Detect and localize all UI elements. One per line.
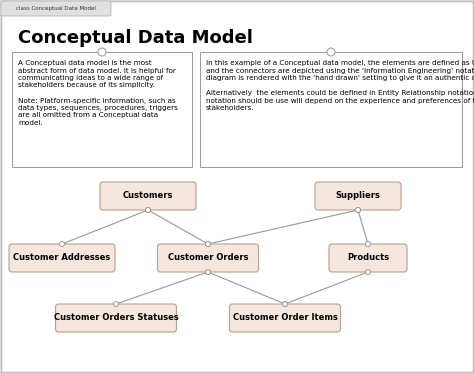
Circle shape [113,301,118,307]
Circle shape [365,270,371,275]
Text: Products: Products [347,254,389,263]
FancyBboxPatch shape [200,52,462,167]
Text: Customer Order Items: Customer Order Items [233,313,337,323]
Circle shape [206,270,210,275]
Circle shape [365,241,371,247]
Circle shape [146,207,151,213]
Text: In this example of a Conceptual data model, the elements are defined as UML clas: In this example of a Conceptual data mod… [206,60,474,111]
Circle shape [146,207,151,213]
Circle shape [60,241,64,247]
Text: Customers: Customers [123,191,173,201]
Text: Conceptual Data Model: Conceptual Data Model [18,29,253,47]
FancyBboxPatch shape [100,182,196,210]
Text: Customer Addresses: Customer Addresses [13,254,110,263]
Circle shape [206,241,210,247]
Circle shape [356,207,361,213]
FancyBboxPatch shape [329,244,407,272]
FancyBboxPatch shape [229,304,340,332]
Text: Customer Orders: Customer Orders [168,254,248,263]
FancyBboxPatch shape [157,244,258,272]
Text: Customer Orders Statuses: Customer Orders Statuses [54,313,178,323]
FancyBboxPatch shape [315,182,401,210]
FancyBboxPatch shape [1,1,111,16]
Circle shape [283,301,288,307]
FancyBboxPatch shape [12,52,192,167]
Circle shape [206,270,210,275]
Circle shape [98,48,106,56]
FancyBboxPatch shape [55,304,176,332]
Circle shape [283,301,288,307]
Circle shape [327,48,335,56]
Text: class Conceptual Data Model: class Conceptual Data Model [16,6,96,11]
Circle shape [206,241,210,247]
Text: Suppliers: Suppliers [336,191,381,201]
Circle shape [356,207,361,213]
FancyBboxPatch shape [9,244,115,272]
Text: A Conceptual data model is the most
abstract form of data model. It is helpful f: A Conceptual data model is the most abst… [18,60,178,126]
